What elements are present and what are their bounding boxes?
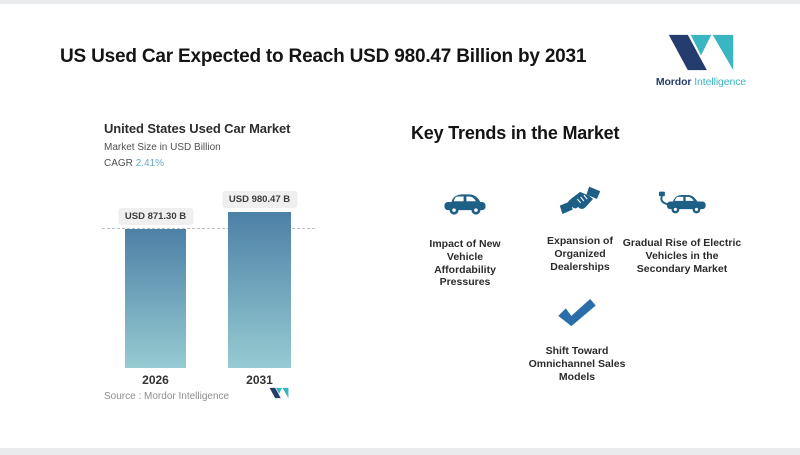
plot-area: USD 871.30 B USD 980.47 B bbox=[102, 191, 336, 368]
trend-item-affordability: Impact of New Vehicle Affordability Pres… bbox=[417, 189, 513, 289]
source-value: Mordor Intelligence bbox=[144, 391, 230, 402]
source-label: Source : bbox=[104, 391, 142, 402]
cagr-value: 2.41% bbox=[135, 158, 165, 169]
brand-name-light: Intelligence bbox=[694, 76, 747, 88]
trend-label: Gradual Rise of Electric Vehicles in the… bbox=[622, 237, 742, 275]
source-attribution: Source : Mordor Intelligence bbox=[104, 391, 229, 402]
bar-value-badge: USD 980.47 B bbox=[221, 191, 298, 208]
brand-name-bold: Mordor bbox=[655, 76, 692, 88]
cagr-row: CAGR 2.41% bbox=[104, 158, 164, 169]
cagr-label: CAGR bbox=[104, 158, 133, 169]
reference-dashed-line bbox=[102, 228, 315, 229]
page-title: US Used Car Expected to Reach USD 980.47… bbox=[60, 46, 587, 67]
car-icon bbox=[443, 189, 487, 219]
electric-car-icon bbox=[657, 188, 707, 218]
trend-label: Shift Toward Omnichannel Sales Models bbox=[528, 345, 626, 383]
bar-value-badge: USD 871.30 B bbox=[117, 208, 194, 225]
bar-2031: USD 980.47 B bbox=[221, 191, 298, 368]
chart-title: United States Used Car Market bbox=[104, 121, 291, 136]
check-icon bbox=[556, 298, 598, 328]
bottom-border-strip bbox=[0, 448, 800, 455]
bar-chart: United States Used Car Market Market Siz… bbox=[102, 121, 336, 421]
handshake-icon bbox=[559, 186, 601, 216]
mordor-intelligence-mini-logo-icon bbox=[268, 387, 290, 399]
bar-2026: USD 871.30 B bbox=[117, 208, 194, 368]
trend-label: Expansion of Organized Dealerships bbox=[547, 235, 613, 273]
top-border-strip bbox=[0, 0, 800, 4]
brand-logo: Mordor Intelligence bbox=[656, 32, 746, 88]
x-axis-label-2031: 2031 bbox=[246, 373, 273, 387]
trends-section-title: Key Trends in the Market bbox=[411, 123, 620, 143]
trend-item-electric-vehicles: Gradual Rise of Electric Vehicles in the… bbox=[621, 188, 743, 275]
trend-item-omnichannel: Shift Toward Omnichannel Sales Models bbox=[518, 298, 636, 383]
trend-label: Impact of New Vehicle Affordability Pres… bbox=[429, 238, 501, 289]
brand-wordmark: Mordor Intelligence bbox=[656, 76, 746, 88]
x-axis-label-2026: 2026 bbox=[142, 373, 169, 387]
chart-subtitle: Market Size in USD Billion bbox=[104, 142, 221, 153]
mordor-intelligence-logo-icon bbox=[664, 32, 738, 73]
trend-item-dealerships: Expansion of Organized Dealerships bbox=[538, 186, 622, 273]
